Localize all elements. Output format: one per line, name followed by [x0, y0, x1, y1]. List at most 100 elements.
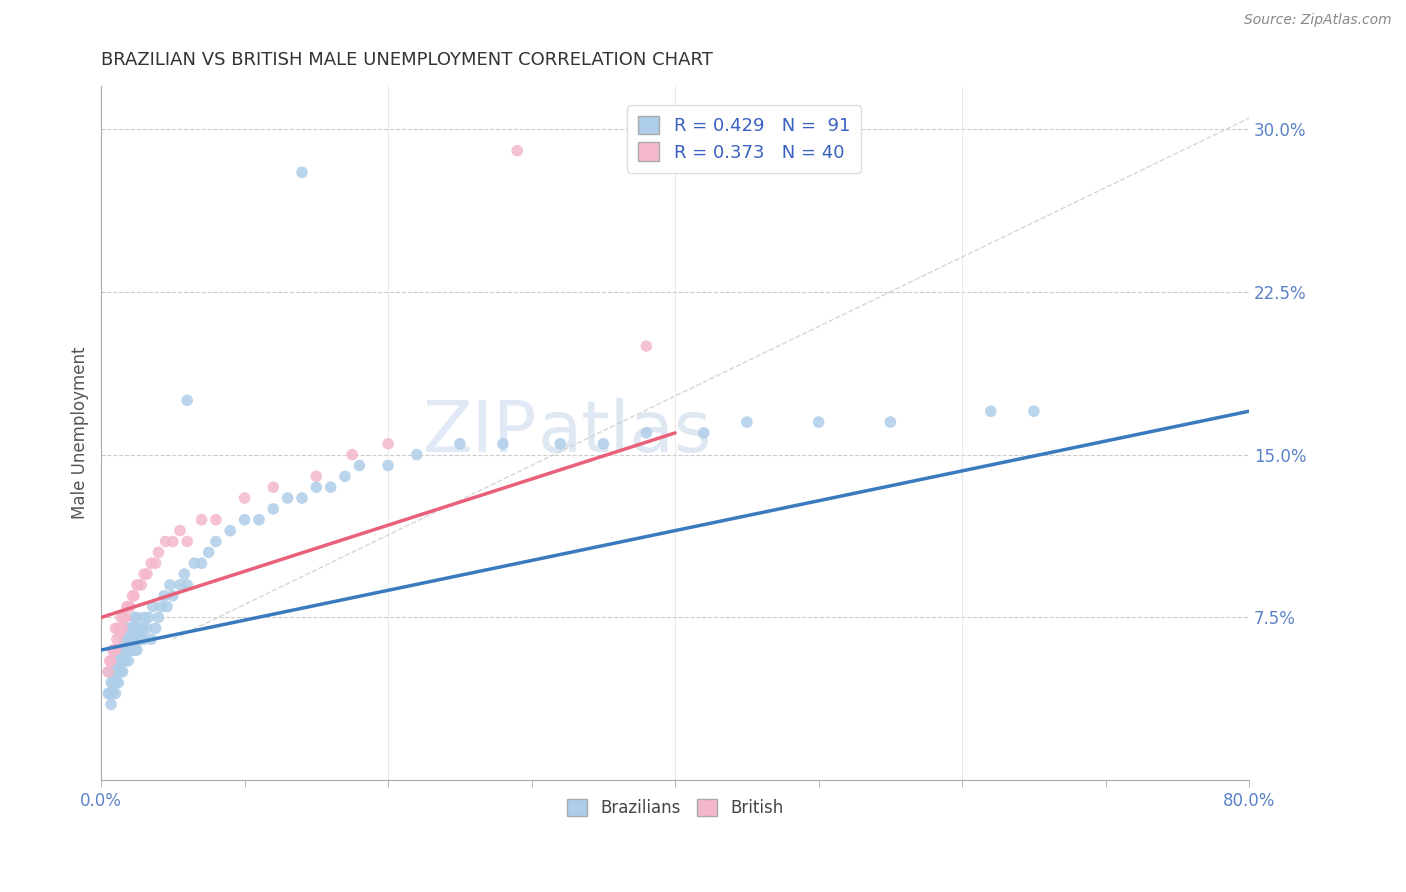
- Point: [124, 621, 146, 635]
- Point: [103, 675, 125, 690]
- Point: [105, 654, 128, 668]
- Point: [127, 578, 149, 592]
- Point: [121, 621, 143, 635]
- Point: [129, 578, 152, 592]
- Point: [197, 545, 219, 559]
- Point: [159, 578, 181, 592]
- Point: [105, 675, 128, 690]
- Point: [219, 524, 242, 538]
- Point: [114, 610, 136, 624]
- Point: [592, 436, 614, 450]
- Point: [291, 165, 314, 179]
- Point: [156, 599, 179, 614]
- Point: [114, 632, 136, 647]
- Point: [129, 632, 152, 647]
- Point: [104, 665, 127, 679]
- Point: [118, 599, 141, 614]
- Point: [145, 621, 167, 635]
- Point: [97, 665, 120, 679]
- Text: Source: ZipAtlas.com: Source: ZipAtlas.com: [1244, 13, 1392, 28]
- Point: [115, 643, 138, 657]
- Point: [291, 491, 314, 505]
- Point: [233, 513, 256, 527]
- Point: [141, 632, 163, 647]
- Point: [138, 610, 160, 624]
- Point: [305, 469, 328, 483]
- Point: [111, 665, 134, 679]
- Point: [132, 567, 155, 582]
- Point: [97, 665, 120, 679]
- Point: [807, 415, 830, 429]
- Point: [305, 480, 328, 494]
- Point: [131, 621, 153, 635]
- Point: [114, 654, 136, 668]
- Legend: Brazilians, British: Brazilians, British: [560, 793, 790, 824]
- Point: [121, 643, 143, 657]
- Point: [205, 513, 228, 527]
- Point: [333, 469, 356, 483]
- Point: [262, 502, 284, 516]
- Point: [103, 643, 125, 657]
- Point: [879, 415, 901, 429]
- Point: [128, 621, 150, 635]
- Point: [190, 556, 212, 570]
- Point: [636, 339, 658, 353]
- Point: [162, 534, 184, 549]
- Point: [104, 686, 127, 700]
- Point: [122, 589, 145, 603]
- Point: [377, 458, 399, 473]
- Point: [693, 425, 716, 440]
- Point: [262, 480, 284, 494]
- Point: [136, 621, 159, 635]
- Point: [108, 643, 131, 657]
- Point: [377, 436, 399, 450]
- Point: [980, 404, 1002, 418]
- Point: [105, 632, 128, 647]
- Point: [110, 665, 132, 679]
- Point: [98, 654, 121, 668]
- Point: [162, 589, 184, 603]
- Point: [98, 686, 121, 700]
- Point: [247, 513, 270, 527]
- Point: [169, 578, 191, 592]
- Point: [121, 589, 143, 603]
- Point: [110, 643, 132, 657]
- Point: [101, 686, 124, 700]
- Point: [176, 534, 198, 549]
- Point: [122, 610, 145, 624]
- Point: [136, 567, 159, 582]
- Point: [108, 665, 131, 679]
- Point: [176, 393, 198, 408]
- Point: [155, 534, 177, 549]
- Point: [148, 610, 170, 624]
- Point: [97, 686, 120, 700]
- Point: [112, 610, 135, 624]
- Point: [103, 654, 125, 668]
- Text: ZIP: ZIP: [423, 399, 537, 467]
- Point: [112, 654, 135, 668]
- Point: [173, 567, 195, 582]
- Point: [117, 632, 139, 647]
- Point: [148, 545, 170, 559]
- Point: [132, 632, 155, 647]
- Point: [100, 654, 122, 668]
- Point: [340, 448, 363, 462]
- Point: [107, 654, 129, 668]
- Point: [117, 654, 139, 668]
- Point: [104, 643, 127, 657]
- Point: [100, 675, 122, 690]
- Point: [176, 578, 198, 592]
- Point: [115, 599, 138, 614]
- Point: [111, 621, 134, 635]
- Point: [1022, 404, 1045, 418]
- Point: [141, 556, 163, 570]
- Point: [124, 643, 146, 657]
- Point: [118, 621, 141, 635]
- Point: [548, 436, 571, 450]
- Point: [115, 621, 138, 635]
- Point: [190, 513, 212, 527]
- Point: [319, 480, 342, 494]
- Point: [101, 665, 124, 679]
- Point: [107, 675, 129, 690]
- Point: [127, 632, 149, 647]
